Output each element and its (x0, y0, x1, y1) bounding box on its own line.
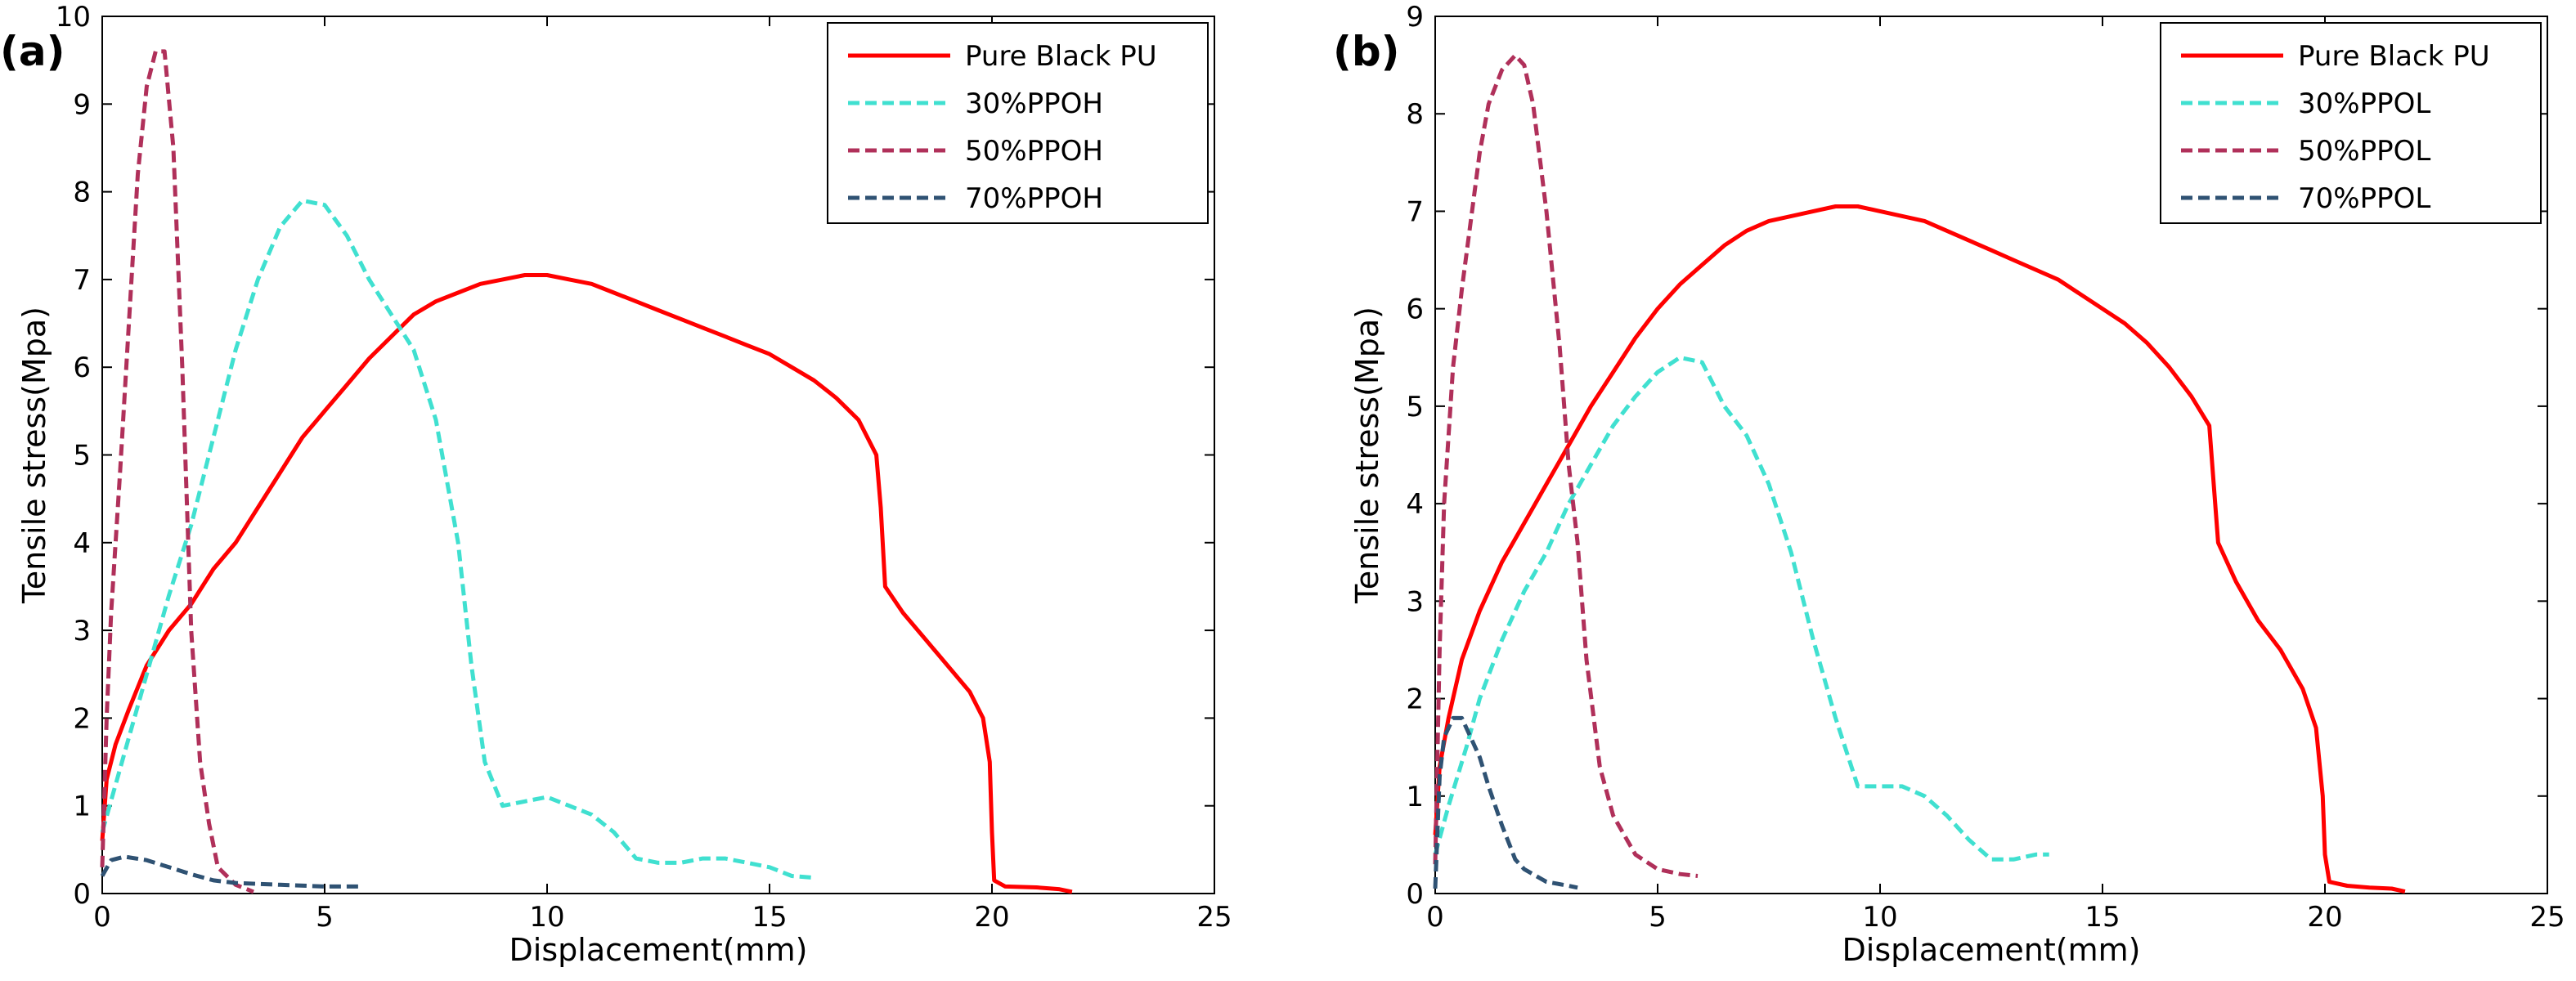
y-tick-label: 5 (73, 440, 91, 473)
y-tick-label: 8 (73, 177, 91, 209)
x-tick-label: 0 (93, 901, 111, 934)
y-tick-label: 0 (1406, 878, 1424, 911)
panel-label: (a) (0, 28, 65, 75)
y-axis-title: Tensile stress(Mpa) (1349, 307, 1385, 604)
legend-entry-label: 30%PPOL (2298, 87, 2430, 120)
legend-entry-label: Pure Black PU (965, 40, 1157, 73)
x-tick-label: 25 (1196, 901, 1232, 934)
y-tick-label: 8 (1406, 98, 1424, 131)
x-tick-label: 10 (1862, 901, 1897, 934)
y-tick-label: 6 (1406, 293, 1424, 326)
y-tick-label: 6 (73, 352, 91, 384)
y-tick-label: 4 (73, 527, 91, 560)
legend-entry-label: 50%PPOH (965, 135, 1103, 168)
x-tick-label: 25 (2529, 901, 2565, 934)
legend-entry-label: 50%PPOL (2298, 135, 2430, 168)
legend-entry-label: Pure Black PU (2298, 40, 2490, 73)
y-tick-label: 9 (73, 88, 91, 121)
x-tick-label: 5 (316, 901, 334, 934)
y-tick-label: 9 (1406, 1, 1424, 34)
y-tick-label: 2 (73, 702, 91, 735)
plot-area-frame (1434, 16, 2548, 894)
x-tick-label: 10 (529, 901, 564, 934)
series-line-pure-black-pu (1433, 204, 2406, 894)
y-tick-label: 3 (1406, 585, 1424, 618)
series-line-30-ppoh (100, 198, 815, 880)
x-tick-label: 15 (752, 901, 787, 934)
y-tick-label: 4 (1406, 488, 1424, 521)
y-tick-label: 3 (73, 615, 91, 647)
series-line-30-ppol (1433, 355, 2049, 862)
y-tick-label: 2 (1406, 683, 1424, 716)
y-tick-label: 5 (1406, 391, 1424, 423)
y-tick-label: 7 (73, 264, 91, 297)
x-tick-label: 20 (2307, 901, 2342, 934)
y-tick-label: 0 (73, 878, 91, 911)
legend-entry-label: 30%PPOH (965, 87, 1103, 120)
y-axis-title: Tensile stress(Mpa) (16, 307, 52, 604)
series-line-70-ppol (1433, 715, 1578, 890)
y-tick-label: 1 (73, 791, 91, 823)
legend-entry-label: 70%PPOH (965, 182, 1103, 215)
x-axis-title: Displacement(mm) (1842, 932, 2141, 968)
x-tick-label: 5 (1649, 901, 1667, 934)
x-tick-label: 15 (2085, 901, 2120, 934)
y-tick-label: 7 (1406, 195, 1424, 228)
chart-panel-b: 0 5 10 15 20 25 0 1 2 3 4 5 6 7 8 9 Displacement(mm) Tens… (1333, 1, 2565, 968)
x-tick-label: 20 (974, 901, 1009, 934)
series-line-70-ppoh (100, 854, 361, 889)
series-line-50-ppoh (100, 49, 254, 894)
panel-label: (b) (1333, 28, 1400, 75)
y-tick-label: 1 (1406, 781, 1424, 813)
x-tick-label: 0 (1426, 901, 1444, 934)
chart-panel-a: 0 5 10 15 20 25012345678910Displacement(mm)Te… (0, 1, 1232, 968)
x-axis-title: Displacement(mm) (509, 932, 808, 968)
series-line-50-ppol (1433, 53, 1699, 878)
legend-entry-label: 70%PPOL (2298, 182, 2430, 215)
y-tick-label: 10 (56, 1, 91, 34)
series-line-pure-black-pu (100, 273, 1073, 894)
